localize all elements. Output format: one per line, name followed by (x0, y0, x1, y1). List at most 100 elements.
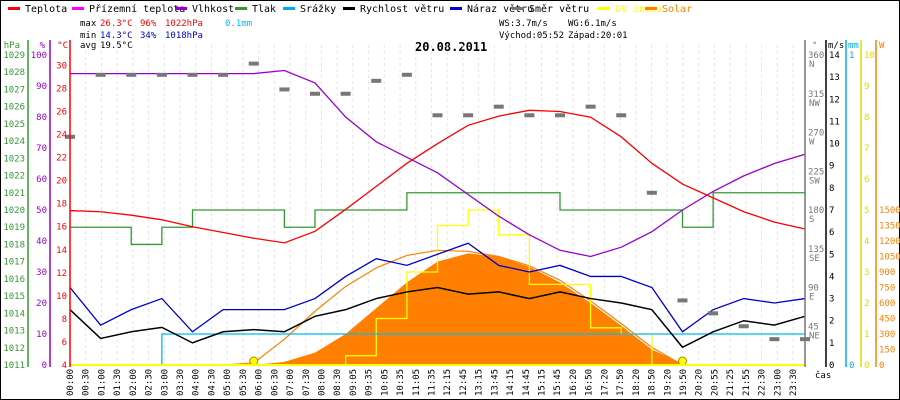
wind-direction-point (371, 78, 382, 83)
x-tick-label: 14:15 (506, 369, 516, 396)
x-tick-label: 02:30 (145, 369, 155, 396)
uv-tick: 0 (864, 361, 869, 371)
wind-tick: 7 (829, 206, 834, 216)
solar-axis-label: W (879, 41, 885, 51)
pressure-tick: 1028 (3, 68, 25, 78)
wind-tick: 13 (829, 73, 840, 83)
uv-tick: 6 (864, 175, 869, 185)
direction-tick: 225 (808, 167, 824, 177)
x-tick-label: 01:00 (97, 369, 107, 396)
humidity-tick: 80 (36, 113, 47, 123)
direction-name: NW (809, 99, 820, 109)
wind-speed-line (69, 286, 806, 349)
legend-item: Tlak (252, 4, 276, 15)
uv-tick: 4 (864, 237, 869, 247)
x-tick-label: 16:20 (569, 369, 579, 396)
wind-tick: 14 (829, 51, 840, 61)
rain-tick: 0 (849, 361, 854, 371)
sun-marker (678, 356, 687, 366)
pressure-tick: 1029 (3, 51, 25, 61)
pressure-tick: 1019 (3, 223, 25, 233)
temperature-tick: 26 (56, 107, 67, 117)
x-tick-label: 04:30 (207, 369, 217, 396)
wind-direction-point (646, 190, 657, 195)
wind-tick: 1 (829, 339, 834, 349)
legend-swatch (72, 7, 84, 10)
x-tick-label: 01:30 (113, 369, 123, 396)
x-tick-label: 02:00 (129, 369, 139, 396)
pressure-tick: 1021 (3, 189, 25, 199)
x-tick-label: 21:25 (726, 369, 736, 396)
wind-direction-point (340, 91, 351, 96)
x-tick-label: 21:55 (742, 369, 752, 396)
legend-item: Teplota (25, 4, 67, 15)
min-temp: 14.3°C (100, 31, 133, 41)
direction-name: W (809, 138, 815, 148)
wind-tick: 2 (829, 317, 834, 327)
legend-swatch (450, 7, 462, 10)
legend-swatch (8, 7, 20, 10)
pressure-axis-label: hPa (4, 41, 20, 51)
pressure-tick: 1020 (3, 206, 25, 216)
x-tick-label: 22:30 (758, 369, 768, 396)
temperature-line (69, 109, 806, 244)
axes: hPa% °C ° m/s mm W101110121013101410151016101… (3, 40, 900, 371)
rain-tick: 1 (849, 51, 854, 61)
x-tick-label: 04:00 (192, 369, 202, 396)
x-tick-label: 11:35 (428, 369, 438, 396)
temperature-tick: 18 (56, 200, 67, 210)
humidity-tick: 30 (36, 268, 47, 278)
wind-tick: 5 (829, 250, 834, 260)
wind-direction-point (279, 87, 290, 92)
direction-name: N (809, 60, 814, 70)
x-axis-label: čas (815, 370, 831, 381)
x-tick-label: 11:05 (412, 369, 422, 396)
direction-tick: 315 (808, 90, 824, 100)
pressure-tick: 1024 (3, 137, 25, 147)
rain-line (70, 333, 805, 366)
pressure-tick: 1014 (3, 309, 25, 319)
solar-tick: 600 (879, 299, 895, 309)
legend-item: Solar (662, 4, 692, 15)
x-tick-label: 13:15 (475, 369, 485, 396)
solar-tick: 900 (879, 268, 895, 278)
wind-direction-point (463, 113, 474, 118)
x-tick-label: 12:45 (459, 369, 469, 396)
pressure-tick: 1017 (3, 258, 25, 268)
wind-direction-point (401, 72, 412, 77)
wind-direction-point (493, 104, 504, 109)
legend-swatch (343, 7, 355, 10)
direction-name: S (809, 215, 814, 225)
wind-direction-point (708, 311, 719, 316)
x-tick-label: 14:45 (522, 369, 532, 396)
wind-direction-point (555, 113, 565, 118)
x-tick-label: 06:00 (255, 369, 265, 396)
ws-value: WS:3.7m/s (499, 19, 548, 29)
humidity-tick: 100 (31, 51, 47, 61)
avg-temp: 19.5°C (100, 41, 133, 51)
wind-direction-point (738, 324, 749, 329)
wind-gust-line (69, 242, 806, 333)
pressure-tick: 1013 (3, 327, 25, 337)
pressure-tick: 1016 (3, 275, 25, 285)
humidity-tick: 70 (36, 144, 47, 154)
pressure-tick: 1011 (3, 361, 25, 371)
legend-swatch (645, 7, 657, 10)
solar-area (70, 253, 805, 365)
solar-tick: 450 (879, 315, 895, 325)
x-tick-label: 19:50 (679, 369, 689, 396)
humidity-tick: 0 (42, 361, 47, 371)
wind-tick: 9 (829, 162, 834, 172)
x-tick-label: 20:20 (695, 369, 705, 396)
stats-block: max 26.3°C 96% 1022hPa 0.1mm min 14.3°C … (80, 19, 628, 51)
x-tick-label: 15:45 (553, 369, 563, 396)
wind-direction-point (248, 61, 259, 66)
temperature-tick: 28 (56, 84, 67, 94)
wind-direction-point (585, 104, 596, 109)
temperature-axis-label: °C (57, 41, 68, 51)
x-tick-label: 05:00 (223, 369, 233, 396)
sunset-time: Západ:20:01 (568, 31, 628, 41)
humidity-tick: 40 (36, 237, 47, 247)
legend-swatch (598, 7, 610, 10)
solar-tick: 1350 (879, 222, 900, 232)
